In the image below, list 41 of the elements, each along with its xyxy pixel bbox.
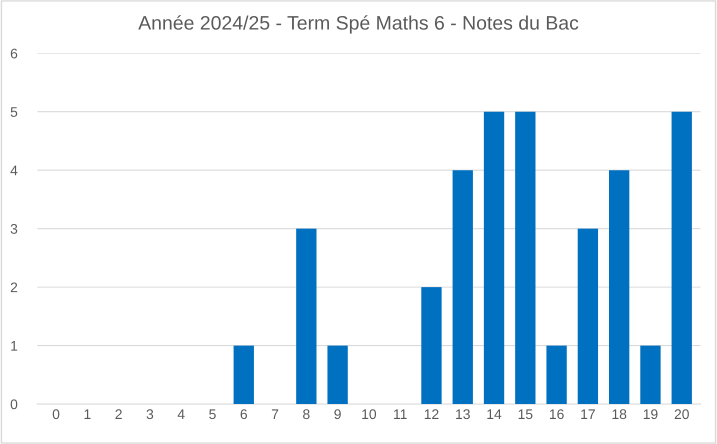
x-tick-label: 1 (84, 409, 91, 419)
y-tick-label: 2 (10, 282, 18, 292)
x-tick-label: 7 (272, 409, 278, 419)
x-tick-label: 5 (209, 409, 216, 420)
x-tick-label: 11 (394, 409, 407, 419)
x-tick-label: 17 (581, 409, 595, 419)
bar (640, 346, 661, 404)
bar (452, 170, 473, 404)
y-tick-label: 1 (11, 341, 18, 351)
x-tick-label: 14 (487, 409, 502, 419)
x-tick-label: 13 (456, 409, 470, 420)
bar (327, 346, 348, 404)
x-tick-label: 12 (424, 409, 438, 419)
x-tick-label: 4 (178, 409, 185, 419)
x-tick-label: 19 (644, 409, 658, 420)
bar (515, 112, 536, 404)
y-tick-label: 4 (10, 166, 18, 176)
bar (421, 287, 442, 404)
x-tick-label: 0 (52, 409, 60, 420)
y-tick-label: 3 (10, 224, 18, 234)
bar (609, 170, 630, 404)
bar (546, 346, 567, 404)
bar (296, 228, 316, 404)
x-tick-label: 16 (550, 409, 564, 420)
x-tick-label: 3 (146, 409, 154, 420)
x-tick-label: 20 (674, 409, 689, 420)
x-tick-label: 9 (334, 409, 341, 420)
x-tick-label: 10 (362, 409, 376, 420)
bar (234, 346, 254, 404)
chart-title: Année 2024/25 - Term Spé Maths 6 - Notes du Bac (138, 15, 578, 34)
x-tick-label: 18 (612, 409, 626, 420)
x-tick-label: 6 (240, 409, 248, 420)
y-tick-label: 5 (10, 107, 18, 117)
y-tick-label: 0 (10, 399, 18, 410)
bar (672, 112, 692, 404)
x-tick-label: 15 (518, 409, 532, 420)
y-tick-label: 6 (10, 48, 18, 58)
x-tick-label: 2 (115, 409, 122, 419)
x-tick-label: 8 (303, 409, 310, 420)
bar (578, 228, 598, 404)
bar (484, 112, 504, 404)
